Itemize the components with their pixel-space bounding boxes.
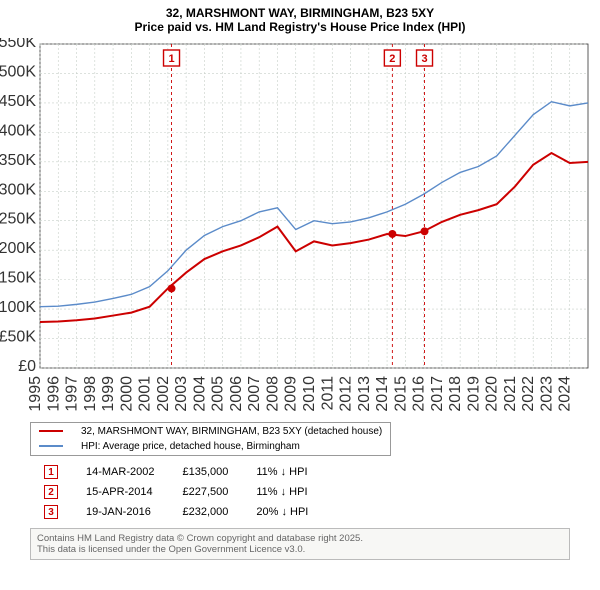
svg-text:1998: 1998 <box>82 376 99 412</box>
svg-text:2006: 2006 <box>228 376 245 412</box>
svg-text:2013: 2013 <box>356 376 373 412</box>
sales-table: 1 14-MAR-2002£135,00011% ↓ HPI 2 15-APR-201… <box>30 462 322 522</box>
sale-pct: 11% ↓ HPI <box>242 482 322 502</box>
credit-line: Contains HM Land Registry data © Crown c… <box>37 533 563 544</box>
chart-subtitle: Price paid vs. HM Land Registry's House … <box>0 20 600 38</box>
sale-date: 15-APR-2014 <box>72 482 168 502</box>
svg-text:2024: 2024 <box>557 376 574 412</box>
svg-text:2: 2 <box>389 53 395 65</box>
svg-text:1996: 1996 <box>45 376 62 412</box>
sales-row: 1 14-MAR-2002£135,00011% ↓ HPI <box>30 462 322 482</box>
svg-text:2014: 2014 <box>374 376 391 412</box>
legend-row: HPI: Average price, detached house, Birm… <box>33 440 388 453</box>
svg-text:2010: 2010 <box>301 376 318 412</box>
sale-pct: 20% ↓ HPI <box>242 502 322 522</box>
svg-text:2007: 2007 <box>246 376 263 412</box>
chart-title: 32, MARSHMONT WAY, BIRMINGHAM, B23 5XY <box>0 0 600 20</box>
sale-marker-box: 3 <box>44 505 58 519</box>
svg-text:1: 1 <box>168 53 174 65</box>
svg-text:2021: 2021 <box>502 376 519 412</box>
sale-price: £232,000 <box>168 502 242 522</box>
svg-text:£300K: £300K <box>0 181 36 198</box>
sale-marker-box: 2 <box>44 485 58 499</box>
svg-text:£450K: £450K <box>0 93 36 110</box>
svg-text:£400K: £400K <box>0 122 36 139</box>
price-chart-container: 32, MARSHMONT WAY, BIRMINGHAM, B23 5XY P… <box>0 0 600 590</box>
credit-line: This data is licensed under the Open Gov… <box>37 544 563 555</box>
svg-text:£100K: £100K <box>0 299 36 316</box>
sale-date: 14-MAR-2002 <box>72 462 168 482</box>
sale-price: £227,500 <box>168 482 242 502</box>
svg-text:2015: 2015 <box>392 376 409 412</box>
svg-text:£150K: £150K <box>0 270 36 287</box>
legend-row: 32, MARSHMONT WAY, BIRMINGHAM, B23 5XY (… <box>33 425 388 438</box>
sale-price: £135,000 <box>168 462 242 482</box>
svg-text:2004: 2004 <box>191 376 208 412</box>
svg-text:2005: 2005 <box>210 376 227 412</box>
sales-row: 3 19-JAN-2016£232,00020% ↓ HPI <box>30 502 322 522</box>
credit-box: Contains HM Land Registry data © Crown c… <box>30 528 570 560</box>
svg-text:2003: 2003 <box>173 376 190 412</box>
svg-text:3: 3 <box>421 53 427 65</box>
svg-text:£350K: £350K <box>0 152 36 169</box>
svg-text:£0: £0 <box>18 358 36 375</box>
svg-text:1995: 1995 <box>27 376 44 412</box>
svg-text:£200K: £200K <box>0 240 36 257</box>
svg-text:£550K: £550K <box>0 38 36 51</box>
legend-label: 32, MARSHMONT WAY, BIRMINGHAM, B23 5XY (… <box>75 425 388 438</box>
svg-text:2019: 2019 <box>465 376 482 412</box>
sale-marker-box: 1 <box>44 465 58 479</box>
svg-text:2018: 2018 <box>447 376 464 412</box>
svg-text:£250K: £250K <box>0 211 36 228</box>
svg-text:2020: 2020 <box>484 376 501 412</box>
svg-text:2009: 2009 <box>283 376 300 412</box>
svg-text:2022: 2022 <box>520 376 537 412</box>
svg-text:£50K: £50K <box>0 329 36 346</box>
sale-date: 19-JAN-2016 <box>72 502 168 522</box>
svg-text:2001: 2001 <box>137 376 154 412</box>
sales-row: 2 15-APR-2014£227,50011% ↓ HPI <box>30 482 322 502</box>
legend-swatch-blue <box>39 445 63 447</box>
svg-text:2016: 2016 <box>411 376 428 412</box>
svg-text:2008: 2008 <box>264 376 281 412</box>
svg-text:2017: 2017 <box>429 376 446 412</box>
svg-text:1999: 1999 <box>100 376 117 412</box>
svg-text:£500K: £500K <box>0 63 36 80</box>
svg-text:2011: 2011 <box>319 376 336 411</box>
svg-text:2002: 2002 <box>155 376 172 412</box>
legend-label: HPI: Average price, detached house, Birm… <box>75 440 388 453</box>
sale-pct: 11% ↓ HPI <box>242 462 322 482</box>
legend-box: 32, MARSHMONT WAY, BIRMINGHAM, B23 5XY (… <box>30 422 391 456</box>
svg-text:1997: 1997 <box>64 376 81 412</box>
svg-text:2000: 2000 <box>118 376 135 412</box>
svg-text:2023: 2023 <box>538 376 555 412</box>
line-chart: £0 £50K £100K £150K £200K £250K £300K £350K £400… <box>0 38 600 418</box>
svg-text:2012: 2012 <box>338 376 355 412</box>
legend-swatch-red <box>39 430 63 432</box>
